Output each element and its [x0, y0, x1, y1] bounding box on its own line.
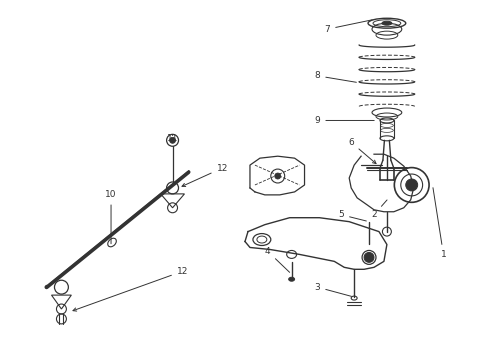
Text: 12: 12 [73, 267, 188, 311]
Text: 4: 4 [265, 247, 290, 273]
Circle shape [406, 179, 417, 191]
Circle shape [364, 252, 374, 262]
Text: 11: 11 [167, 134, 178, 143]
Text: 10: 10 [105, 190, 117, 244]
Circle shape [275, 173, 281, 179]
Text: 9: 9 [315, 116, 374, 125]
Text: 5: 5 [339, 210, 367, 221]
Text: 12: 12 [182, 163, 228, 186]
Text: 2: 2 [371, 200, 387, 219]
Text: 3: 3 [315, 283, 351, 296]
Text: 6: 6 [348, 138, 376, 163]
Ellipse shape [382, 21, 392, 25]
Circle shape [170, 137, 175, 143]
Text: 8: 8 [315, 71, 356, 82]
Text: 7: 7 [324, 20, 372, 34]
Ellipse shape [289, 277, 294, 281]
Text: 1: 1 [433, 188, 446, 259]
